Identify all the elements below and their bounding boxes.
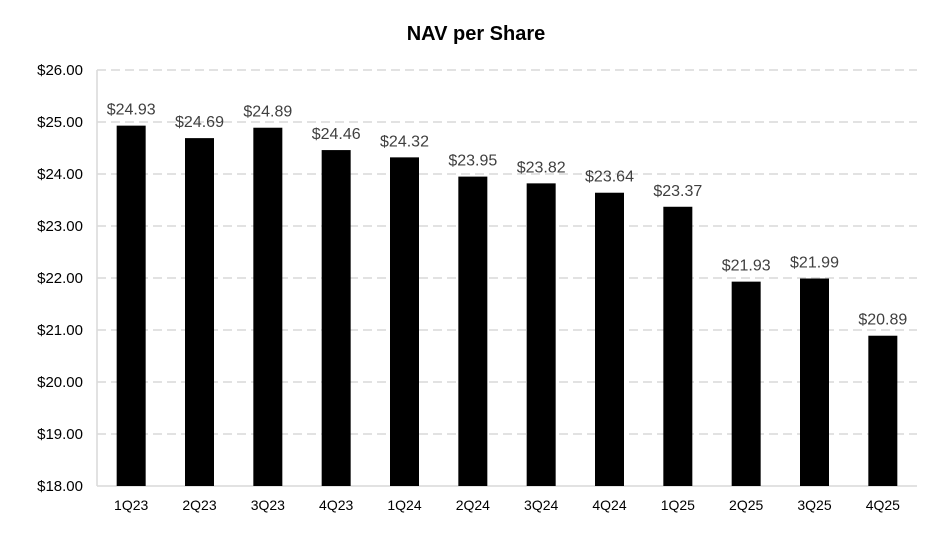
x-tick-label: 3Q24 [524, 497, 558, 513]
x-tick-label: 2Q23 [182, 497, 216, 513]
bar-3q24 [526, 183, 556, 487]
bar-1q24 [390, 157, 419, 487]
data-label: $24.93 [107, 102, 156, 119]
bar-1q23 [116, 125, 146, 486]
data-label: $24.89 [243, 104, 292, 121]
data-label: $24.32 [380, 133, 429, 150]
chart-title: NAV per Share [407, 23, 546, 45]
data-label: $23.95 [448, 153, 497, 170]
bar-2q23 [185, 138, 214, 486]
y-tick-label: $18.00 [37, 478, 83, 495]
x-tick-label: 4Q25 [866, 497, 900, 513]
x-tick-label: 4Q23 [319, 497, 353, 513]
data-label: $23.82 [517, 159, 566, 176]
data-label: $20.89 [858, 312, 907, 329]
y-tick-label: $24.00 [37, 166, 83, 183]
y-tick-label: $23.00 [37, 218, 83, 235]
y-tick-label: $26.00 [37, 62, 83, 79]
x-tick-label: 4Q24 [592, 497, 626, 513]
data-label: $21.99 [790, 255, 839, 272]
x-tick-label: 2Q25 [729, 497, 763, 513]
bar-2q25 [731, 281, 761, 486]
bar-2q24 [458, 176, 488, 486]
bar-3q25 [800, 278, 829, 486]
axes: $18.00 $19.00 $20.00 $21.00 $22.00 $23.00 $24.… [37, 62, 917, 513]
y-tick-label: $21.00 [37, 322, 83, 339]
bar-4q25 [868, 335, 898, 486]
data-label: $21.93 [722, 258, 771, 275]
bars [116, 125, 898, 487]
data-labels: $24.93 $24.69 $24.89 $24.46 $24.32 $23.95 $23.… [107, 102, 908, 329]
x-tick-label: 2Q24 [456, 497, 490, 513]
x-tick-label: 1Q23 [114, 497, 148, 513]
bar-1q25 [663, 206, 693, 486]
data-label: $23.37 [653, 183, 702, 200]
bar-4q24 [595, 192, 624, 486]
y-tick-label: $25.00 [37, 114, 83, 131]
x-tick-label: 3Q23 [251, 497, 285, 513]
x-tick-label: 1Q25 [661, 497, 695, 513]
y-tick-label: $20.00 [37, 374, 83, 391]
x-tick-label: 1Q24 [387, 497, 421, 513]
data-label: $24.69 [175, 114, 224, 131]
bar-4q23 [321, 150, 351, 486]
y-tick-label: $19.00 [37, 426, 83, 443]
data-label: $23.64 [585, 169, 634, 186]
y-tick-label: $22.00 [37, 270, 83, 287]
x-tick-label: 3Q25 [797, 497, 831, 513]
gridlines [97, 69, 917, 435]
data-label: $24.46 [312, 126, 361, 143]
bar-3q23 [253, 127, 283, 486]
